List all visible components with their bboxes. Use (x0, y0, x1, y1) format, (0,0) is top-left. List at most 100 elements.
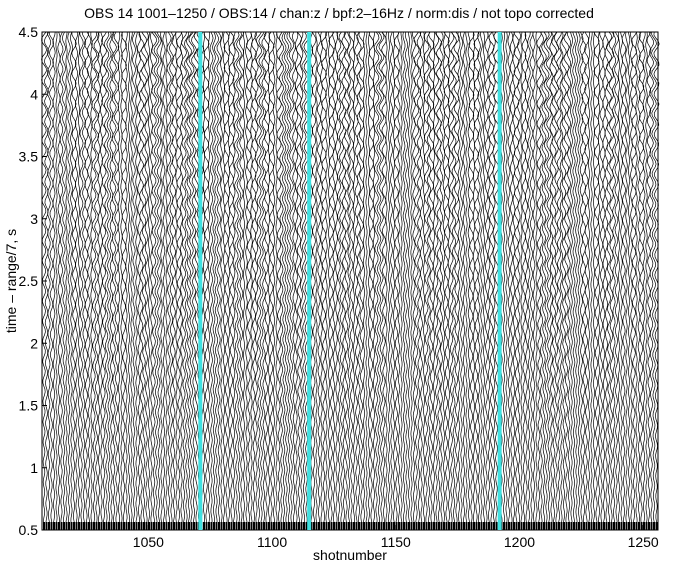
trace (536, 31, 542, 531)
trace (422, 31, 426, 531)
trace-foot (365, 522, 368, 530)
trace (336, 31, 342, 531)
trace-foot (615, 522, 618, 530)
trace-foot (563, 522, 565, 530)
trace (188, 31, 195, 531)
trace (165, 31, 168, 531)
trace (315, 31, 318, 531)
trace-foot (233, 522, 235, 530)
trace-foot (223, 522, 225, 530)
trace-foot (153, 522, 155, 530)
trace-foot (418, 522, 420, 530)
trace-foot (75, 522, 78, 530)
trace-foot (93, 522, 95, 530)
trace-foot (423, 522, 425, 530)
trace (347, 31, 351, 531)
trace (419, 31, 424, 531)
trace-foot (625, 522, 628, 530)
trace-foot (630, 522, 633, 530)
trace (630, 31, 633, 531)
trace-foot (133, 522, 135, 530)
trace-foot (310, 522, 313, 530)
trace (413, 31, 420, 531)
trace-foot (143, 522, 145, 530)
trace-foot (570, 522, 573, 530)
trace (365, 31, 368, 531)
trace-foot (130, 522, 133, 530)
trace-foot (635, 522, 638, 530)
trace (465, 32, 468, 531)
trace-foot (340, 522, 343, 530)
trace-foot (488, 522, 490, 530)
trace (618, 31, 620, 531)
trace-foot (218, 522, 220, 530)
trace-foot (360, 522, 363, 530)
trace (328, 31, 330, 531)
trace-foot (228, 522, 230, 530)
trace-foot (243, 522, 245, 530)
trace-foot (60, 522, 63, 530)
trace (368, 31, 370, 531)
trace-foot (73, 522, 75, 530)
trace (90, 31, 98, 531)
trace (566, 31, 572, 531)
trace-foot (393, 522, 395, 530)
trace-foot (540, 522, 543, 530)
trace (150, 31, 157, 531)
trace-foot (320, 522, 323, 530)
trace-foot (290, 522, 293, 530)
trace-foot (348, 522, 350, 530)
trace-foot (640, 522, 643, 530)
trace-foot (350, 522, 353, 530)
trace (341, 31, 347, 531)
trace (278, 31, 285, 531)
trace-foot (95, 522, 98, 530)
trace-foot (55, 522, 58, 530)
trace-foot (508, 522, 510, 530)
trace-foot (115, 522, 118, 530)
trace (635, 31, 638, 531)
x-tick-label: 1250 (628, 534, 659, 550)
trace (55, 31, 58, 531)
trace-foot (555, 522, 558, 530)
trace-foot (155, 522, 158, 530)
trace (128, 31, 130, 531)
trace (103, 31, 110, 531)
trace-foot (88, 522, 90, 530)
trace (453, 31, 460, 531)
trace (378, 31, 385, 531)
trace-foot (65, 522, 68, 530)
trace-foot (188, 522, 190, 530)
trace (97, 31, 101, 531)
trace (268, 31, 275, 531)
trace-foot (285, 522, 288, 530)
trace-foot (248, 522, 250, 530)
trace-foot (183, 522, 185, 530)
trace-foot (343, 522, 345, 530)
trace (416, 31, 422, 531)
trace-foot (273, 522, 275, 530)
trace (101, 31, 107, 531)
trace-foot (593, 522, 595, 530)
trace-foot (383, 522, 385, 530)
trace-foot (623, 522, 625, 530)
trace-foot (613, 522, 615, 530)
trace-foot (580, 522, 583, 530)
trace (242, 32, 246, 531)
trace (268, 31, 270, 531)
trace (541, 31, 547, 531)
trace (462, 31, 466, 531)
trace-foot (438, 522, 440, 530)
trace (590, 31, 593, 531)
trace-foot (645, 522, 648, 530)
trace (388, 31, 390, 531)
trace (90, 31, 93, 531)
trace-foot (53, 522, 55, 530)
trace (166, 31, 172, 531)
trace (276, 31, 282, 531)
trace-foot (150, 522, 153, 530)
trace (376, 31, 383, 531)
trace (130, 31, 133, 531)
trace (281, 31, 287, 531)
trace-foot (525, 522, 528, 530)
